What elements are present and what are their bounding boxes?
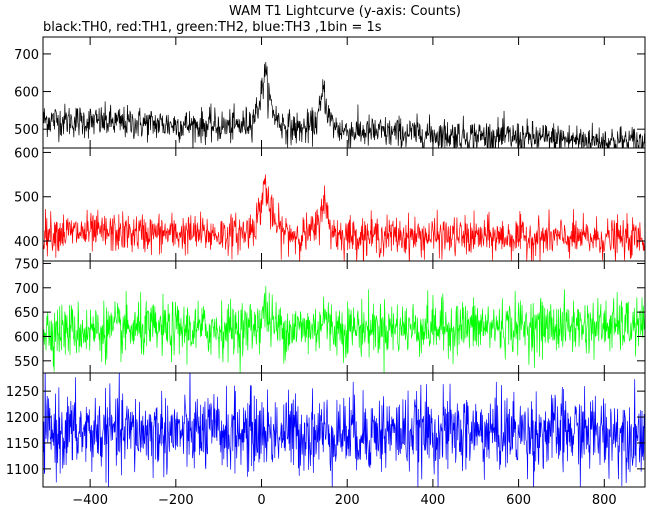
x-tick-label: 0 xyxy=(257,493,265,505)
panel-frame-TH2 xyxy=(42,260,646,374)
y-tick-label: 600 xyxy=(14,330,39,345)
panel-TH2: 550 600 650 700 750 xyxy=(14,257,646,374)
panel-frame-TH3 xyxy=(42,372,646,488)
y-tick-label: 700 xyxy=(14,48,39,63)
panels-group: 500 600 700 400 500 600 550 600 650 700 750 1100 115… xyxy=(6,36,646,488)
panel-TH1: 400 500 600 xyxy=(14,146,646,262)
y-tick-label: 1250 xyxy=(6,385,39,400)
series-line-TH3 xyxy=(43,373,645,487)
chart-title: WAM T1 Lightcurve (y-axis: Counts) xyxy=(229,4,461,19)
x-axis: −400 −200 0 200 400 600 800 xyxy=(72,493,616,505)
y-tick-label: 400 xyxy=(14,235,39,250)
y-tick-label: 1100 xyxy=(6,463,39,478)
y-tick-label: 750 xyxy=(14,257,39,272)
y-tick-label: 500 xyxy=(14,123,39,138)
y-tick-label: 500 xyxy=(14,191,39,206)
series-line-TH1 xyxy=(43,174,645,261)
panel-TH3: 1100 1150 1200 1250 xyxy=(6,372,646,488)
panel-frame-TH1 xyxy=(42,147,646,262)
y-tick-label: 600 xyxy=(14,146,39,161)
x-tick-label: 600 xyxy=(506,493,531,505)
y-tick-label: 550 xyxy=(14,355,39,370)
x-tick-label: 200 xyxy=(335,493,360,505)
panel-TH0: 500 600 700 xyxy=(14,36,646,149)
y-tick-label: 1150 xyxy=(6,437,39,452)
x-tick-label: −400 xyxy=(72,493,108,505)
y-tick-label: 650 xyxy=(14,306,39,321)
x-tick-label: 800 xyxy=(592,493,617,505)
series-line-TH0 xyxy=(43,62,645,148)
y-tick-label: 600 xyxy=(14,86,39,101)
x-tick-label: 400 xyxy=(420,493,445,505)
series-line-TH2 xyxy=(43,286,645,373)
y-tick-label: 700 xyxy=(14,282,39,297)
x-tick-label: −200 xyxy=(158,493,194,505)
y-tick-label: 1200 xyxy=(6,411,39,426)
chart-subtitle: black:TH0, red:TH1, green:TH2, blue:TH3 … xyxy=(43,20,382,35)
